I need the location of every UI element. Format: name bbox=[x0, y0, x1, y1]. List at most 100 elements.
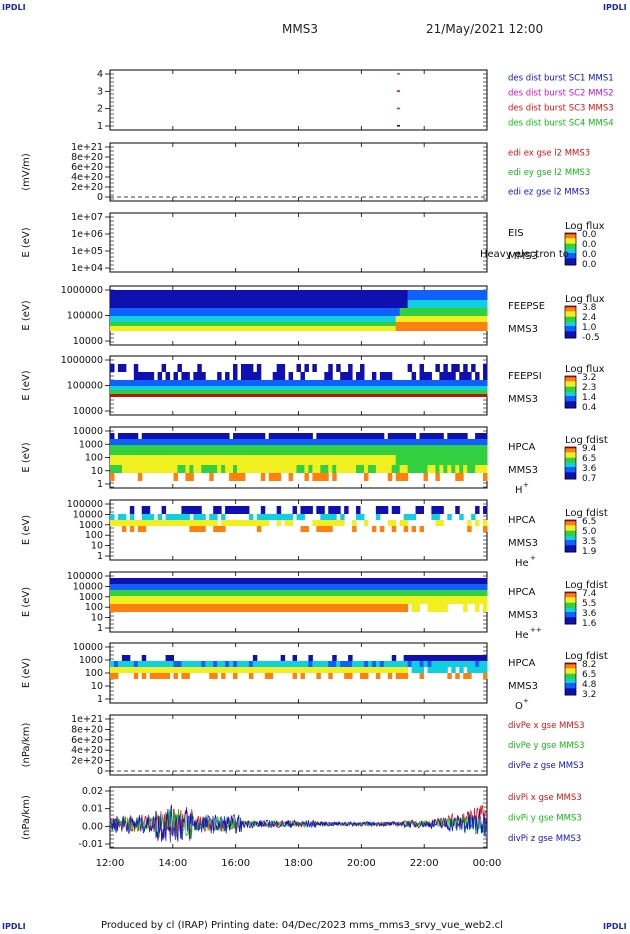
spectrogram-cell bbox=[185, 394, 190, 397]
spectrogram-cell bbox=[177, 604, 182, 612]
spectrogram-cell bbox=[268, 308, 274, 316]
colorbar-cell bbox=[565, 241, 576, 243]
spectrogram-cell bbox=[121, 364, 127, 372]
spectrogram-cell bbox=[371, 661, 377, 667]
spectrogram-cell bbox=[328, 290, 333, 300]
spectrogram-cell bbox=[371, 596, 377, 604]
spectrogram-cell bbox=[399, 673, 405, 679]
spectrogram-cell bbox=[121, 445, 127, 455]
spectrogram-cell bbox=[316, 604, 321, 612]
spectrogram-cell bbox=[217, 439, 222, 445]
spectrogram-cell bbox=[244, 322, 250, 326]
spectrogram-cell bbox=[201, 526, 206, 532]
spectrogram-cell bbox=[117, 316, 123, 322]
spectrogram-cell bbox=[399, 590, 405, 596]
spectrogram-cell bbox=[268, 514, 274, 520]
spectrogram-cell bbox=[352, 322, 357, 326]
spectrogram-cell bbox=[336, 506, 341, 514]
spectrogram-cell bbox=[236, 465, 242, 473]
spectrogram-cell bbox=[193, 526, 198, 532]
spectrogram-cell bbox=[233, 394, 238, 397]
spectrogram-cell bbox=[145, 455, 151, 465]
spectrogram-cell bbox=[395, 300, 401, 308]
spectrogram-cell bbox=[463, 604, 468, 612]
colorbar-cell bbox=[565, 385, 576, 388]
spectrogram-cell bbox=[205, 316, 210, 322]
y-tick-label: 0.01 bbox=[82, 804, 103, 815]
spectrogram-cell bbox=[276, 386, 282, 390]
spectrogram-cell bbox=[272, 372, 278, 380]
spectrogram-cell bbox=[133, 465, 139, 473]
spectrogram-cell bbox=[471, 655, 476, 661]
spectrogram-cell bbox=[252, 455, 258, 465]
spectrogram-cell bbox=[240, 386, 246, 390]
spectrogram-cell bbox=[324, 465, 329, 473]
spectrogram-cell bbox=[383, 445, 389, 455]
spectrogram-cell bbox=[403, 300, 409, 308]
spectrogram-cell bbox=[328, 667, 333, 673]
spectrogram-cell bbox=[407, 433, 413, 439]
spectrogram-cell bbox=[328, 433, 333, 439]
spectrogram-cell bbox=[483, 655, 488, 661]
spectrogram-cell bbox=[205, 308, 210, 316]
spectrogram-cell bbox=[213, 526, 218, 532]
spectrogram-cell bbox=[233, 455, 238, 465]
spectrogram-cell bbox=[125, 655, 131, 661]
spectrogram-cell bbox=[205, 300, 210, 308]
spectrogram-cell bbox=[272, 584, 278, 590]
spectrogram-cell bbox=[185, 308, 190, 316]
spectrogram-cell bbox=[328, 506, 333, 514]
spectrogram-cell bbox=[435, 465, 440, 473]
spectrogram-cell bbox=[133, 300, 139, 308]
spectrogram-cell bbox=[121, 326, 127, 331]
spectrogram-cell bbox=[439, 655, 444, 661]
colorbar-cell bbox=[565, 468, 576, 471]
spectrogram-cell bbox=[244, 290, 250, 300]
spectrogram-cell bbox=[117, 386, 123, 390]
spectrogram-cell bbox=[213, 380, 218, 386]
spectrogram-cell bbox=[125, 590, 131, 596]
spectrogram-cell bbox=[205, 661, 210, 667]
spectrogram-cell bbox=[467, 380, 472, 386]
spectrogram-cell bbox=[415, 596, 421, 604]
spectrogram-cell bbox=[379, 596, 385, 604]
spectrogram-cell bbox=[332, 455, 337, 465]
spectrogram-cell bbox=[110, 439, 115, 445]
spectrogram-cell bbox=[391, 326, 397, 331]
spectrogram-cell bbox=[463, 390, 468, 394]
spectrogram-cell bbox=[252, 290, 258, 300]
spectrogram-cell bbox=[375, 584, 381, 590]
spectrogram-cell bbox=[387, 380, 393, 386]
spectrogram-cell bbox=[145, 394, 151, 397]
spectrogram-cell bbox=[467, 584, 472, 590]
spectrogram-cell bbox=[205, 439, 210, 445]
spectrogram-cell bbox=[403, 661, 409, 667]
spectrogram-cell bbox=[479, 380, 484, 386]
spectrogram-cell bbox=[403, 584, 409, 590]
spectrogram-cell bbox=[161, 439, 167, 445]
spectrogram-cell bbox=[435, 394, 440, 397]
spectrogram-cell bbox=[157, 604, 163, 612]
spectrogram-cell bbox=[149, 667, 155, 673]
spectrogram-cell bbox=[411, 394, 417, 397]
spectrogram-cell bbox=[221, 439, 226, 445]
spectrogram-cell bbox=[221, 445, 226, 455]
spectrogram-cell bbox=[229, 380, 234, 386]
spectrogram-cell bbox=[312, 445, 317, 455]
colorbar-cell bbox=[565, 336, 576, 339]
spectrogram-cell bbox=[407, 590, 413, 596]
spectrogram-cell bbox=[272, 590, 278, 596]
spectrogram-cell bbox=[371, 590, 377, 596]
spectrogram-cell bbox=[423, 433, 428, 439]
spectrogram-cell bbox=[153, 578, 159, 584]
y-tick-label: 100 bbox=[85, 530, 103, 541]
spectrogram-cell bbox=[300, 316, 305, 322]
spectrogram-cell bbox=[193, 372, 198, 380]
spectrogram-cell bbox=[328, 308, 333, 316]
spectrogram-cell bbox=[411, 655, 417, 661]
spectrogram-cell bbox=[292, 661, 298, 667]
spectrogram-cell bbox=[280, 390, 286, 394]
spectrogram-cell bbox=[221, 455, 226, 465]
spectrogram-cell bbox=[260, 667, 266, 673]
spectrogram-cell bbox=[110, 473, 115, 481]
